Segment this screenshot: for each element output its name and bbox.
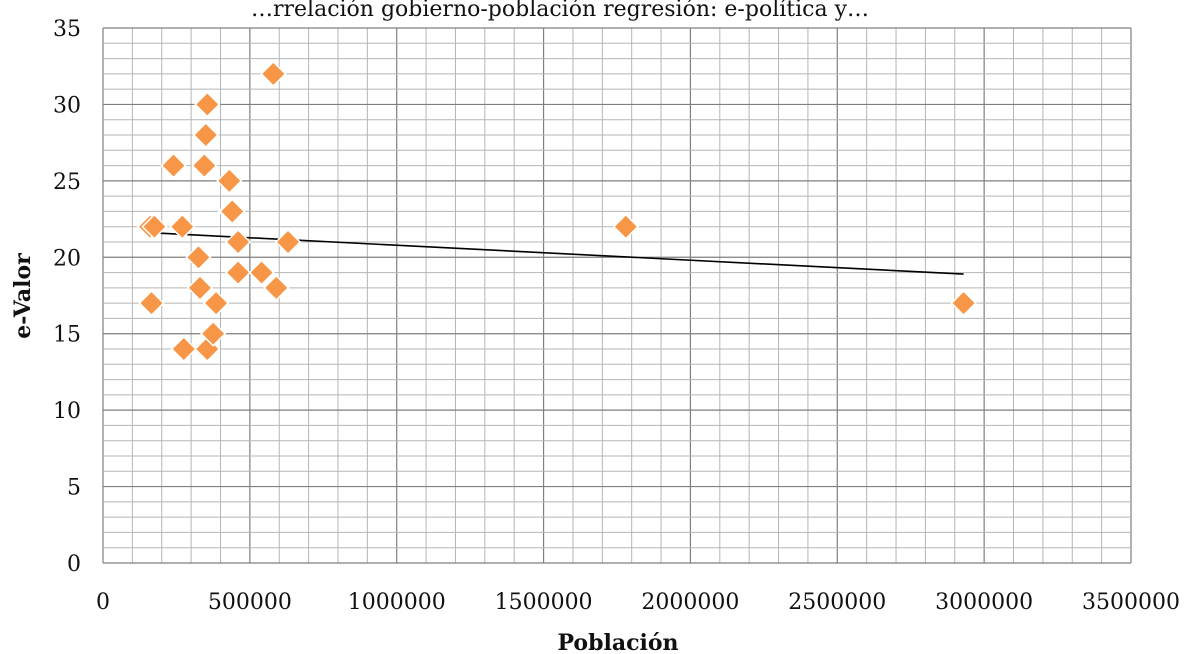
y-tick-label: 35 <box>53 17 81 42</box>
y-tick-labels: 0 5 10 15 20 25 30 35 <box>53 17 81 577</box>
data-point <box>225 259 252 286</box>
trendline-group <box>152 232 964 275</box>
gridlines <box>102 27 1132 564</box>
chart-title: …rrelación gobierno-población regresión:… <box>251 0 869 22</box>
data-point <box>274 228 302 256</box>
y-tick-label: 10 <box>53 399 81 424</box>
y-tick-label: 20 <box>53 246 81 271</box>
trendline <box>152 232 964 275</box>
data-point <box>950 290 977 317</box>
data-point <box>219 198 246 225</box>
x-tick-label: 3500000 <box>1082 590 1180 615</box>
data-point <box>225 228 252 256</box>
x-tick-label: 0 <box>96 590 110 615</box>
data-point <box>203 290 230 317</box>
data-point <box>191 152 218 179</box>
y-tick-label: 0 <box>67 552 81 577</box>
data-point <box>169 213 196 240</box>
data-point <box>194 91 221 118</box>
y-tick-label: 15 <box>53 323 81 348</box>
data-point <box>186 274 213 301</box>
data-point <box>260 60 287 87</box>
x-tick-label: 2000000 <box>641 590 739 615</box>
data-point <box>185 244 212 271</box>
x-tick-labels: 0 500000 1000000 1500000 2000000 2500000 30000… <box>96 590 1180 615</box>
data-point <box>263 274 290 301</box>
data-point <box>200 320 227 347</box>
x-tick-label: 3000000 <box>935 590 1033 615</box>
y-axis-title: e-Valor <box>10 253 36 339</box>
data-point <box>138 290 165 317</box>
y-tick-label: 5 <box>67 476 81 501</box>
x-tick-label: 500000 <box>208 590 292 615</box>
data-point <box>192 121 219 149</box>
data-point <box>141 213 168 240</box>
x-axis-title: Población <box>557 630 678 654</box>
y-tick-label: 30 <box>53 93 81 118</box>
y-tick-label: 25 <box>53 170 81 195</box>
data-point <box>170 335 197 363</box>
x-tick-label: 1000000 <box>348 590 446 615</box>
x-tick-label: 1500000 <box>495 590 593 615</box>
data-point <box>160 152 187 179</box>
data-point <box>248 259 275 286</box>
data-point <box>216 167 243 194</box>
x-tick-label: 2500000 <box>788 590 886 615</box>
data-point <box>612 213 639 240</box>
data-points <box>136 60 977 363</box>
